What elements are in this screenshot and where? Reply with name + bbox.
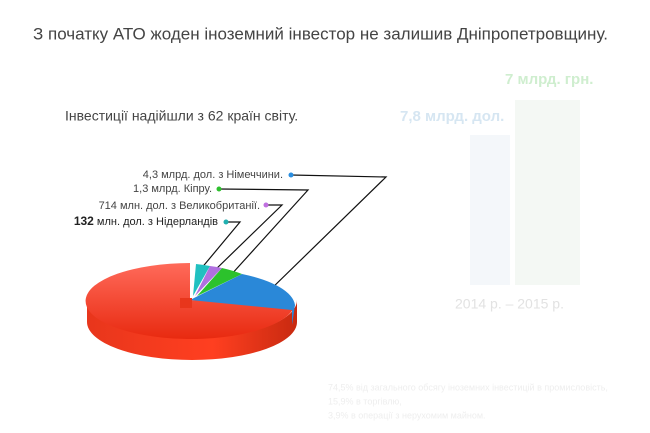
label: 4,3 млрд. дол. з Німеччини.: [143, 169, 283, 181]
dot: [288, 172, 294, 178]
pie-side: [87, 300, 297, 360]
label: 132 млн. дол. з Нідерландів: [74, 214, 218, 228]
pie-slice: [193, 264, 210, 296]
dot: [216, 186, 222, 192]
faded-note: 74,5% від загального обсягу іноземних ін…: [328, 382, 608, 392]
pie-highlight: [180, 298, 192, 308]
pie-slice: [190, 274, 295, 325]
faded-period: 2014 р. – 2015 р.: [455, 296, 564, 312]
leader-line: [218, 188, 310, 277]
title: З початку АТО жоден іноземний інвестор н…: [33, 24, 608, 43]
pie-slice: [195, 266, 222, 296]
faded-bar: [470, 135, 510, 285]
faded-amount: 7 млрд. грн.: [505, 71, 593, 88]
leader-line: [267, 174, 388, 293]
label: 1,3 млрд. Кіпру.: [133, 183, 212, 195]
subtitle: Інвестиції надійшли з 62 країн світу.: [65, 108, 298, 124]
label: 714 млн. дол. з Великобританії.: [99, 200, 260, 212]
label-number: 132: [74, 214, 94, 228]
dot: [223, 219, 229, 225]
leader-line: [212, 204, 284, 273]
label-text: млн. дол. з Нідерландів: [97, 216, 218, 228]
leader-line: [199, 221, 242, 271]
faded-note: 3,9% в операції з нерухомим майном.: [328, 410, 486, 420]
pie-slice: [197, 268, 242, 296]
faded-amount: 7,8 млрд. дол.: [400, 108, 504, 125]
faded-bar: [515, 100, 580, 285]
dot: [263, 202, 269, 208]
faded-note: 15,9% в торгівлю,: [328, 396, 402, 406]
